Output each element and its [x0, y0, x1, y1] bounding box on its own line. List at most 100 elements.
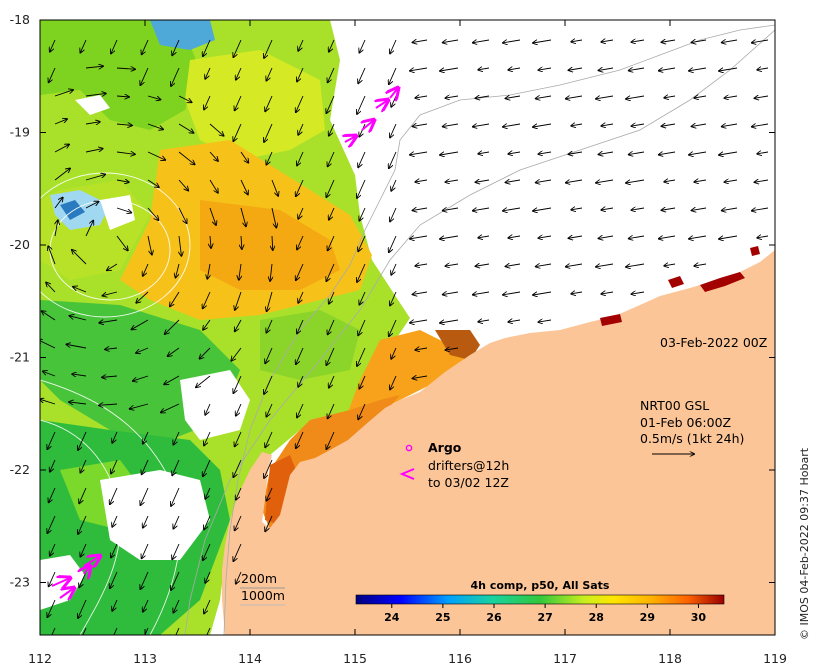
current-vector-arrow — [102, 291, 118, 296]
current-vector-arrow — [69, 402, 87, 404]
current-vector-arrow — [240, 207, 246, 226]
current-vector-arrow — [165, 319, 180, 334]
current-vector-arrow — [631, 40, 645, 42]
current-vector-arrow — [205, 67, 211, 79]
current-vector-arrow — [116, 235, 128, 250]
current-vector-arrow — [536, 180, 552, 183]
current-vector-arrow — [297, 403, 304, 418]
current-vector-arrow — [136, 347, 149, 353]
current-vector-arrow — [410, 320, 428, 323]
current-vector-arrow — [112, 431, 118, 443]
current-vector-arrow — [571, 124, 583, 126]
current-vector-arrow — [390, 375, 397, 390]
current-vector-arrow — [203, 543, 211, 560]
drifter-arrow — [59, 588, 74, 598]
current-vector-arrow — [722, 208, 738, 211]
current-vector-arrow — [264, 459, 273, 478]
current-vector-arrow — [601, 208, 614, 210]
current-vector-arrow — [49, 67, 56, 82]
colorbar-ticks: 24 25 26 27 28 29 30 — [384, 604, 706, 624]
current-vector-arrow — [599, 152, 614, 154]
current-vector-arrow — [415, 264, 428, 266]
current-vector-arrow — [538, 320, 552, 322]
current-vector-arrow — [571, 40, 583, 42]
y-tick-label: -21 — [10, 350, 30, 365]
current-vector-arrow — [50, 459, 56, 472]
current-vector-arrow — [178, 95, 192, 102]
current-vector-arrow — [326, 431, 335, 449]
current-vector-arrow — [629, 68, 645, 71]
current-vector-arrow — [631, 208, 645, 210]
current-vector-arrow — [205, 571, 211, 583]
current-vector-arrow — [359, 291, 366, 305]
current-vector-arrow — [358, 319, 366, 335]
current-vector-arrow — [240, 179, 248, 194]
current-vector-arrow — [478, 320, 490, 322]
current-vector-arrow — [596, 264, 614, 267]
current-vector-arrow — [179, 235, 181, 256]
current-vector-arrow — [178, 151, 195, 164]
current-vector-arrow — [752, 40, 769, 43]
current-vector-arrow — [207, 263, 210, 279]
current-vector-arrow — [49, 487, 56, 502]
plot-frame — [39, 19, 776, 636]
current-vector-arrow — [538, 152, 552, 154]
current-vector-arrow — [689, 68, 707, 71]
current-vector-arrow — [755, 180, 769, 182]
current-vector-arrow — [536, 264, 552, 267]
current-vector-arrow — [54, 119, 67, 125]
current-vector-arrow — [358, 235, 366, 251]
current-vector-arrow — [173, 431, 180, 445]
current-vector-arrow — [147, 95, 160, 100]
current-vector-arrow — [264, 375, 273, 394]
current-vector-arrow — [203, 291, 211, 308]
current-vector-arrow — [566, 264, 583, 267]
current-vector-arrow — [506, 96, 521, 98]
x-tick-label: 118 — [658, 651, 682, 666]
current-vector-arrow — [265, 431, 273, 447]
current-vector-arrow — [171, 571, 180, 590]
y-tick-label: -20 — [10, 237, 30, 252]
current-vector-arrow — [473, 208, 490, 211]
argo-marker-icon — [405, 444, 413, 452]
current-vector-arrow — [664, 180, 676, 182]
current-vector-arrow — [599, 68, 614, 70]
current-vector-arrow — [601, 124, 614, 126]
current-vector-arrow — [413, 376, 428, 378]
current-vector-arrow — [85, 93, 106, 96]
current-vector-arrow — [116, 96, 129, 97]
current-vector-arrow — [503, 292, 521, 295]
current-vector-arrow — [204, 515, 211, 530]
current-vector-arrow — [80, 39, 87, 53]
current-vector-arrow — [694, 264, 707, 266]
current-vector-arrow — [390, 291, 397, 306]
current-vector-arrow — [143, 263, 149, 276]
current-vector-arrow — [235, 431, 242, 446]
current-vector-arrow — [266, 403, 273, 417]
colorbar-tick-label: 26 — [486, 611, 502, 624]
current-vector-arrow — [659, 152, 676, 155]
current-vector-arrow — [116, 207, 131, 213]
current-vector-arrow — [147, 235, 152, 255]
current-vector-arrow — [533, 291, 552, 295]
current-vector-arrow — [270, 263, 272, 281]
current-vector-arrow — [415, 180, 428, 182]
current-vector-arrow — [533, 207, 552, 211]
current-vector-arrow — [140, 571, 149, 589]
drifter-arrow — [362, 120, 374, 130]
current-vector-arrow — [233, 375, 242, 393]
current-vector-arrow — [235, 319, 242, 331]
current-vector-arrow — [267, 291, 273, 311]
current-vector-arrow — [236, 571, 242, 584]
isobaths — [184, 24, 775, 635]
current-vector-arrow — [204, 95, 211, 110]
current-vector-arrow — [266, 319, 273, 333]
current-vector-arrow — [264, 39, 273, 58]
current-vector-arrow — [79, 487, 87, 503]
argo-label: Argo — [428, 440, 462, 455]
current-vector-arrow — [203, 319, 211, 330]
current-vector-arrow — [54, 144, 69, 153]
current-vector-arrow — [78, 515, 87, 534]
current-vector-arrow — [210, 235, 211, 248]
current-vector-arrow — [143, 515, 149, 528]
